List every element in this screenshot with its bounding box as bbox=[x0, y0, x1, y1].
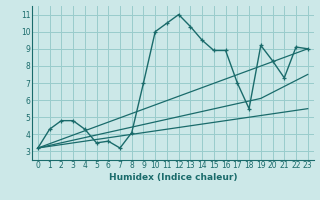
X-axis label: Humidex (Indice chaleur): Humidex (Indice chaleur) bbox=[108, 173, 237, 182]
